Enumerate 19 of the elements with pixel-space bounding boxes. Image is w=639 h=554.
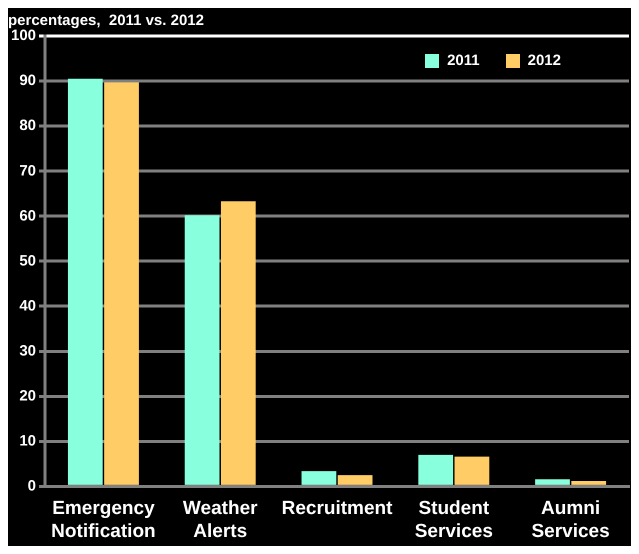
y-tick-label: 30 [19,342,36,360]
y-tick-label: 80 [19,117,36,134]
x-tick-label: Emergency Notification [51,498,156,542]
y-tick-label: 0 [28,478,36,495]
chart-title: percentages, 2011 vs. 2012 [8,12,204,30]
y-tick-label: 50 [19,252,36,270]
legend-label: 2011 [447,52,480,69]
x-tick-label: Recruitment [282,498,394,520]
y-tick-label: 70 [19,162,36,180]
x-tick-label: Aumni Services [532,498,610,542]
y-tick-label: 20 [19,387,36,404]
x-tick-label: Weather Alerts [182,498,258,542]
y-tick-label: 10 [19,432,36,450]
x-tick-label: Student Services [414,498,493,542]
legend-label: 2012 [528,52,561,69]
y-tick-label: 40 [19,297,36,314]
y-tick-label: 100 [10,27,36,44]
y-tick-label: 90 [19,72,36,90]
y-tick-label: 60 [19,207,36,224]
